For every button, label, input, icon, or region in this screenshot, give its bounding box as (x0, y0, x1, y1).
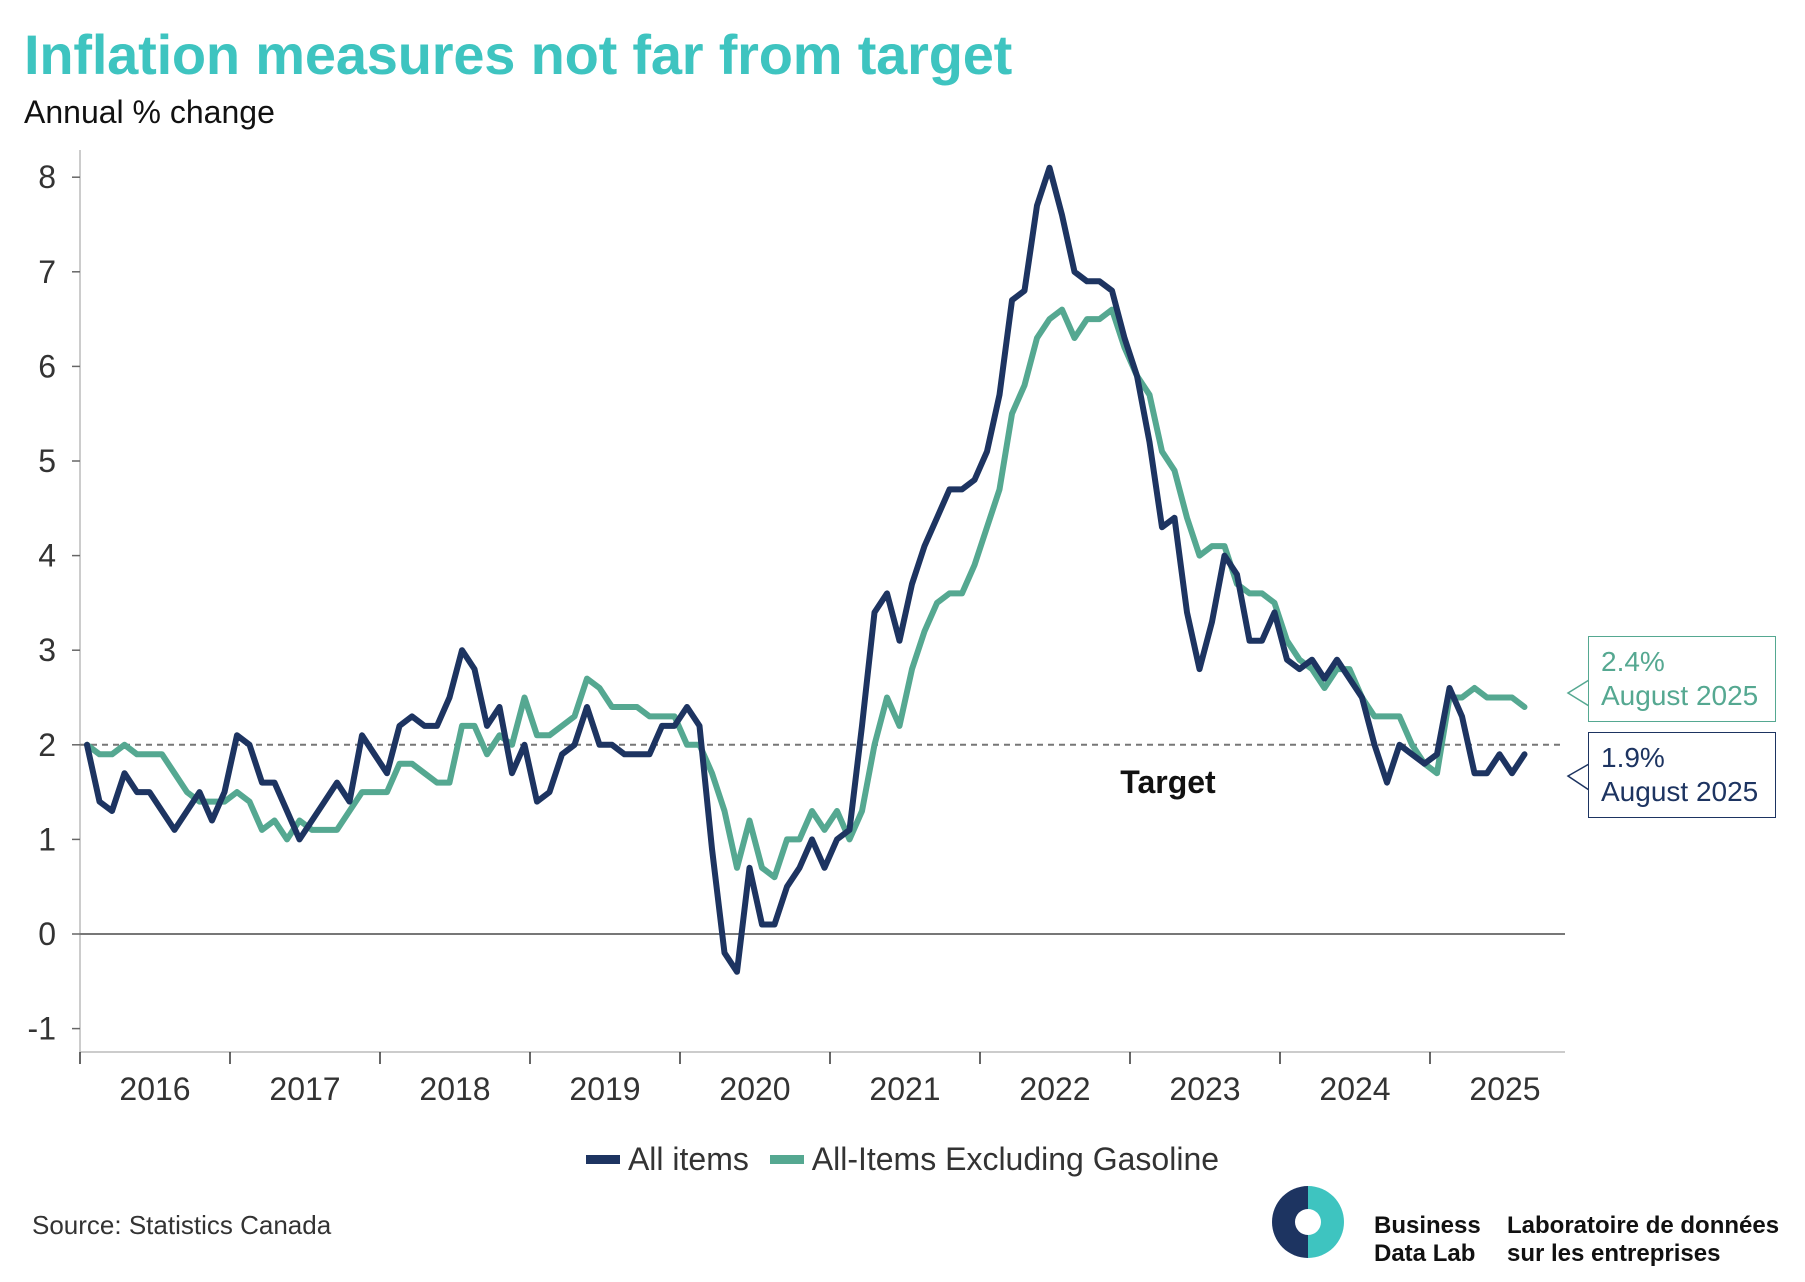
y-tick-label: 6 (38, 348, 56, 384)
legend-label-excl-gasoline: All-Items Excluding Gasoline (811, 1141, 1220, 1177)
callout-all-items-value: 1.9% (1601, 742, 1665, 773)
x-tick-label: 2025 (1469, 1071, 1540, 1107)
callout-all-items-date: August 2025 (1601, 776, 1759, 807)
x-tick-label: 2017 (269, 1071, 340, 1107)
x-tick-label: 2019 (569, 1071, 640, 1107)
y-tick-label: 1 (38, 821, 56, 857)
callout-excl-gasoline-value: 2.4% (1601, 646, 1665, 677)
brand-en-line1: Business (1374, 1212, 1481, 1239)
y-tick-label: 8 (38, 159, 56, 195)
x-tick-label: 2024 (1319, 1071, 1390, 1107)
chart-axes: -1 0 1 2 3 4 5 6 7 8 2016 2017 2018 2019 2020 2021 2022 2… (28, 150, 1590, 1107)
callout-excl-gasoline-pointer (1566, 679, 1590, 707)
brand-name-en: Business Data Lab (1374, 1212, 1481, 1268)
x-tick-label: 2021 (869, 1071, 940, 1107)
series-line-all-items (84, 164, 1528, 975)
y-tick-label: 4 (38, 538, 56, 574)
legend-label-all-items: All items (627, 1141, 749, 1177)
series-layer (84, 164, 1528, 975)
y-tick-label: -1 (28, 1011, 56, 1047)
legend-swatch-all-items (585, 1155, 620, 1164)
legend-swatch-excl-gasoline (769, 1155, 804, 1164)
legend-item-all-items: All items (585, 1141, 749, 1178)
source-note: Source: Statistics Canada (32, 1210, 332, 1240)
y-tick-label: 3 (38, 632, 56, 668)
chart-title: Inflation measures not far from target (24, 23, 1013, 86)
target-label: Target (1120, 764, 1216, 800)
brand-en-line2: Data Lab (1374, 1240, 1476, 1267)
y-tick-label: 7 (38, 254, 56, 290)
chart-subtitle: Annual % change (24, 94, 275, 130)
callout-excl-gasoline: 2.4% August 2025 (1588, 636, 1776, 722)
callout-all-items-pointer (1566, 763, 1590, 791)
brand-name-fr: Laboratoire de données sur les entrepris… (1507, 1212, 1779, 1268)
y-tick-label: 0 (38, 916, 56, 952)
y-tick-label: 5 (38, 443, 56, 479)
brand-fr-line1: Laboratoire de données (1507, 1212, 1780, 1239)
x-tick-label: 2018 (419, 1071, 490, 1107)
y-tick-label: 2 (38, 727, 56, 763)
legend-item-excl-gasoline: All-Items Excluding Gasoline (769, 1141, 1220, 1178)
x-tick-label: 2023 (1169, 1071, 1240, 1107)
brand-fr-line2: sur les entreprises (1507, 1240, 1721, 1267)
callout-all-items: 1.9% August 2025 (1588, 732, 1776, 818)
business-data-lab-logo (1272, 1186, 1344, 1258)
series-line-excl-gasoline (84, 306, 1528, 881)
x-tick-label: 2022 (1019, 1071, 1090, 1107)
x-tick-label: 2016 (119, 1071, 190, 1107)
chart-legend: All items All-Items Excluding Gasoline (0, 1135, 1805, 1178)
x-tick-label: 2020 (719, 1071, 790, 1107)
callout-excl-gasoline-date: August 2025 (1601, 680, 1759, 711)
